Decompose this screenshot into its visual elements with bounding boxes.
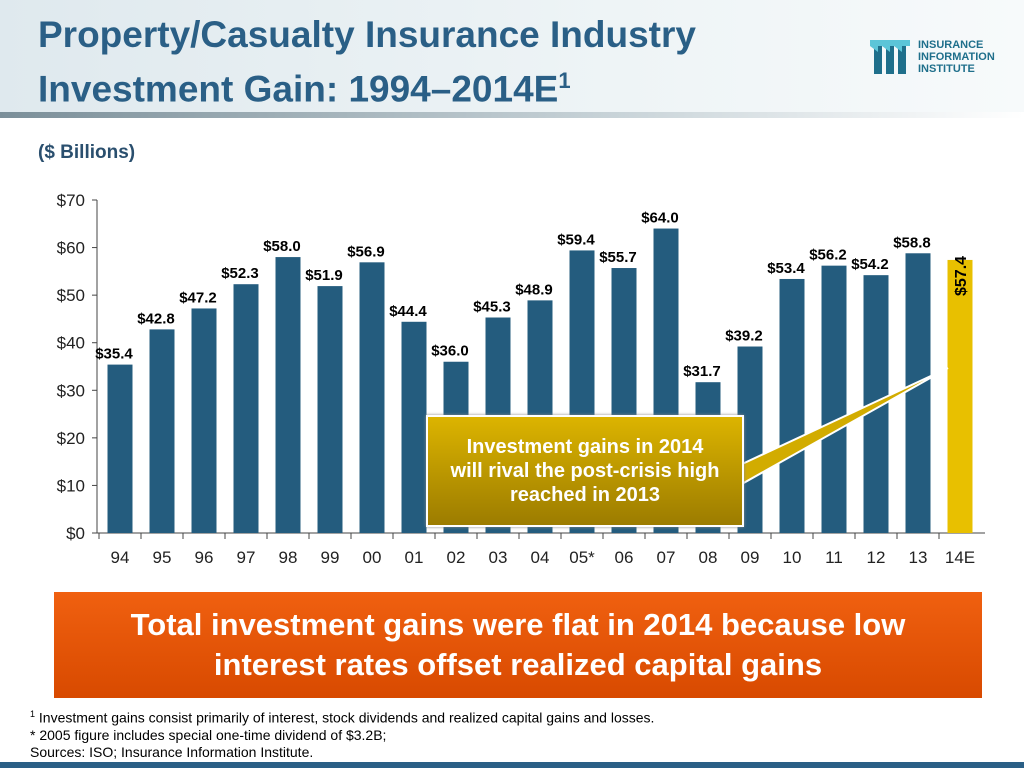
- y-tick-label: $30: [57, 381, 85, 400]
- data-label: $39.2: [725, 328, 763, 345]
- data-label: $48.9: [515, 281, 553, 298]
- data-label: $54.2: [851, 256, 889, 273]
- logo-text: INSURANCE: [918, 39, 984, 51]
- data-label: $51.9: [305, 267, 343, 284]
- data-label: $55.7: [599, 249, 637, 266]
- data-label: $59.4: [557, 231, 595, 248]
- x-tick-label: 14E: [945, 548, 975, 567]
- data-label: $31.7: [683, 363, 721, 380]
- x-tick-label: 09: [741, 548, 760, 567]
- x-tick-label: 06: [615, 548, 634, 567]
- bar-00: [359, 262, 385, 533]
- y-tick-label: $20: [57, 429, 85, 448]
- bar-14E: [947, 259, 973, 533]
- x-tick-label: 10: [783, 548, 802, 567]
- footnotes: 1 Investment gains consist primarily of …: [30, 706, 654, 761]
- y-tick-label: $10: [57, 476, 85, 495]
- bar-97: [233, 284, 259, 533]
- x-tick-label: 94: [111, 548, 130, 567]
- title-line-1: Property/Casualty Insurance Industry: [38, 14, 696, 55]
- x-tick-label: 13: [909, 548, 928, 567]
- title-line-2: Investment Gain: 1994–2014E: [38, 68, 559, 110]
- header-divider: [0, 112, 1024, 118]
- header-band: [0, 0, 1024, 118]
- x-tick-label: 99: [321, 548, 340, 567]
- title-footnote-marker: 1: [558, 68, 571, 93]
- footnote-1: Investment gains consist primarily of in…: [35, 709, 655, 726]
- logo-text: INSTITUTE: [918, 63, 975, 75]
- x-tick-label: 02: [447, 548, 466, 567]
- data-label: $56.2: [809, 247, 847, 264]
- y-tick-label: $40: [57, 334, 85, 353]
- x-tick-label: 00: [363, 548, 382, 567]
- bar-96: [191, 308, 217, 533]
- bottom-bar: [0, 762, 1024, 768]
- bar-98: [275, 257, 301, 533]
- y-tick-label: $50: [57, 286, 85, 305]
- x-tick-label: 98: [279, 548, 298, 567]
- annotation-text: Investment gains in 2014 will rival the …: [450, 436, 720, 506]
- bar-13: [905, 253, 931, 533]
- data-label: $42.8: [137, 310, 175, 327]
- data-label: $45.3: [473, 299, 511, 316]
- x-tick-label: 95: [153, 548, 172, 567]
- data-label: $35.4: [95, 346, 133, 363]
- iii-logo: INSURANCE INFORMATION INSTITUTE: [868, 38, 995, 76]
- x-tick-label: 11: [825, 548, 843, 567]
- x-tick-label: 08: [699, 548, 718, 567]
- summary-text: Total investment gains were flat in 2014…: [130, 607, 906, 682]
- data-label: $47.2: [179, 289, 217, 306]
- data-label: $58.8: [893, 234, 931, 251]
- footnote-2: * 2005 figure includes special one-time …: [30, 726, 387, 743]
- data-label: $57.4: [953, 256, 970, 296]
- y-tick-label: $0: [66, 524, 85, 543]
- bar-99: [317, 286, 343, 533]
- footnote-marker: 1: [30, 709, 36, 719]
- data-label: $64.0: [641, 210, 679, 227]
- x-tick-label: 04: [531, 548, 550, 567]
- data-label: $52.3: [221, 265, 259, 282]
- data-label: $36.0: [431, 343, 469, 360]
- x-tick-label: 05*: [569, 548, 595, 567]
- y-tick-label: $70: [57, 191, 85, 210]
- bar-10: [779, 278, 805, 533]
- summary-banner: Total investment gains were flat in 2014…: [54, 592, 982, 698]
- bar-94: [107, 364, 133, 533]
- x-tick-label: 96: [195, 548, 214, 567]
- data-label: $44.4: [389, 303, 427, 320]
- sources-note: Sources: ISO; Insurance Information Inst…: [30, 743, 314, 760]
- slide-title: Property/Casualty Insurance Industry Inv…: [38, 12, 696, 112]
- y-tick-label: $60: [57, 239, 85, 258]
- iii-logo-icon: [870, 40, 910, 74]
- x-tick-label: 01: [405, 548, 424, 567]
- logo-text: INFORMATION: [918, 51, 995, 63]
- data-label: $56.9: [347, 243, 385, 260]
- annotation-callout: Investment gains in 2014 will rival the …: [426, 415, 744, 527]
- y-axis-unit-label: ($ Billions): [38, 142, 136, 163]
- bar-95: [149, 329, 175, 533]
- x-tick-label: 97: [237, 548, 256, 567]
- data-label: $58.0: [263, 238, 301, 255]
- data-label: $53.4: [767, 260, 805, 277]
- bar-01: [401, 321, 427, 533]
- x-tick-label: 07: [657, 548, 676, 567]
- x-tick-label: 12: [867, 548, 886, 567]
- x-tick-label: 03: [489, 548, 508, 567]
- bar-11: [821, 265, 847, 533]
